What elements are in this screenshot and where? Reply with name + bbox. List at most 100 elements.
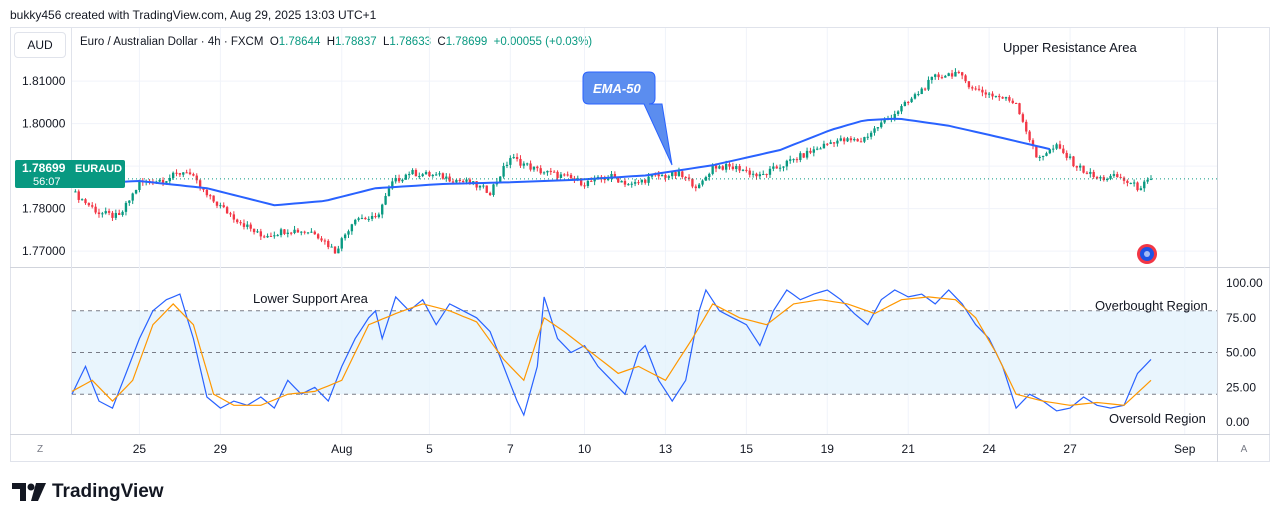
candle[interactable] <box>289 231 293 236</box>
candle[interactable] <box>1092 169 1095 180</box>
candle[interactable] <box>74 189 77 193</box>
candle[interactable] <box>765 173 768 178</box>
candle[interactable] <box>273 231 276 239</box>
candle[interactable] <box>242 219 246 230</box>
candle[interactable] <box>822 140 826 149</box>
candle[interactable] <box>913 92 917 100</box>
candle[interactable] <box>1021 112 1025 123</box>
candle[interactable] <box>256 229 259 234</box>
candle[interactable] <box>458 178 461 183</box>
candle[interactable] <box>1149 175 1153 181</box>
candle[interactable] <box>917 91 920 97</box>
candle[interactable] <box>819 146 822 150</box>
candle[interactable] <box>998 93 1001 101</box>
candle[interactable] <box>185 169 188 174</box>
candle[interactable] <box>178 172 182 177</box>
candle[interactable] <box>1072 155 1075 168</box>
candle[interactable] <box>863 136 866 144</box>
candle[interactable] <box>222 202 225 209</box>
candle[interactable] <box>330 243 333 248</box>
candle[interactable] <box>1031 138 1035 150</box>
candle[interactable] <box>111 210 114 221</box>
candle[interactable] <box>1018 102 1021 115</box>
candle[interactable] <box>327 239 330 250</box>
candle[interactable] <box>364 216 367 220</box>
candle[interactable] <box>623 178 627 188</box>
candle[interactable] <box>310 228 313 233</box>
candle[interactable] <box>981 86 984 97</box>
candle[interactable] <box>404 173 407 180</box>
candle[interactable] <box>128 200 131 206</box>
candle[interactable] <box>849 136 853 143</box>
candle[interactable] <box>509 155 512 169</box>
candle[interactable] <box>286 229 289 238</box>
candle[interactable] <box>923 87 927 91</box>
candle[interactable] <box>842 136 846 145</box>
candle[interactable] <box>114 209 118 221</box>
candle[interactable] <box>134 189 138 195</box>
candle[interactable] <box>195 173 198 184</box>
candle[interactable] <box>266 233 269 238</box>
candle[interactable] <box>569 172 573 180</box>
candle[interactable] <box>212 195 215 204</box>
candle[interactable] <box>1102 175 1105 182</box>
candle[interactable] <box>340 236 343 252</box>
candle[interactable] <box>792 158 795 163</box>
candle[interactable] <box>1052 144 1055 153</box>
candle[interactable] <box>630 181 633 188</box>
candle[interactable] <box>583 182 586 189</box>
candle[interactable] <box>758 171 762 180</box>
candle[interactable] <box>246 221 249 230</box>
candle[interactable] <box>542 171 546 175</box>
candle[interactable] <box>1058 140 1062 150</box>
candle[interactable] <box>947 72 950 77</box>
candle[interactable] <box>188 168 192 176</box>
candle[interactable] <box>745 166 748 173</box>
candle[interactable] <box>967 81 971 90</box>
candle[interactable] <box>421 172 424 178</box>
candle[interactable] <box>927 76 930 91</box>
candle[interactable] <box>343 233 347 241</box>
candle[interactable] <box>87 202 91 207</box>
candle[interactable] <box>1062 145 1065 155</box>
candle[interactable] <box>1065 150 1068 161</box>
candle[interactable] <box>684 176 687 182</box>
candle[interactable] <box>846 136 849 143</box>
candle[interactable] <box>1001 96 1004 99</box>
candle[interactable] <box>488 191 492 196</box>
candle[interactable] <box>718 164 721 170</box>
candle[interactable] <box>880 119 883 129</box>
candle[interactable] <box>239 220 242 226</box>
candle[interactable] <box>586 179 590 189</box>
ema-50-line[interactable] <box>71 117 1051 207</box>
candle[interactable] <box>610 171 613 183</box>
candle[interactable] <box>681 169 684 180</box>
candle[interactable] <box>431 173 434 178</box>
candle[interactable] <box>512 153 515 159</box>
candle[interactable] <box>296 227 300 233</box>
candle[interactable] <box>957 70 960 74</box>
candle[interactable] <box>697 182 701 189</box>
candle[interactable] <box>505 161 509 169</box>
candle[interactable] <box>954 68 957 77</box>
candle[interactable] <box>80 198 84 201</box>
candle[interactable] <box>930 76 934 84</box>
candle[interactable] <box>519 155 522 168</box>
candle[interactable] <box>522 161 526 169</box>
auto-scale-button[interactable]: A <box>1240 444 1248 455</box>
candle[interactable] <box>907 100 910 106</box>
candle[interactable] <box>974 86 977 91</box>
candle[interactable] <box>836 138 839 147</box>
candle[interactable] <box>1011 98 1014 105</box>
candle[interactable] <box>360 214 364 220</box>
candle[interactable] <box>424 170 428 175</box>
candle[interactable] <box>1095 175 1099 180</box>
candle[interactable] <box>168 174 171 185</box>
candle[interactable] <box>1116 171 1119 178</box>
candle[interactable] <box>627 182 630 186</box>
candle[interactable] <box>1079 163 1082 171</box>
candle[interactable] <box>161 177 165 187</box>
candle[interactable] <box>620 180 623 183</box>
candle[interactable] <box>104 207 107 215</box>
